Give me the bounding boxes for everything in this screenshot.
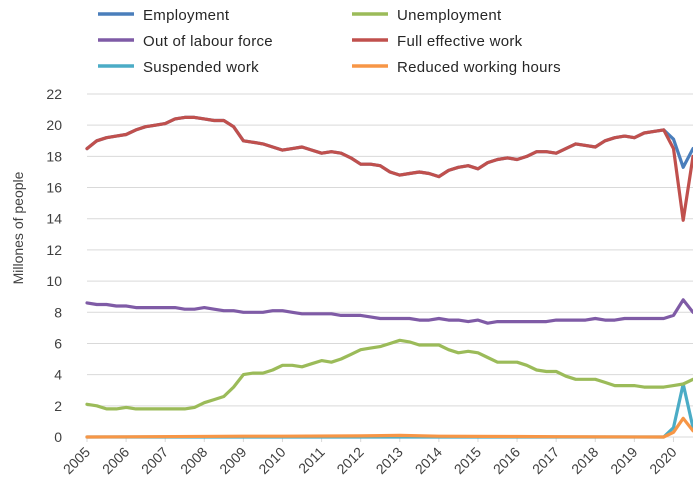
legend: Employment Unemployment Out of labour forc… [98,7,561,76]
y-axis-label: Millones of people [10,171,26,284]
y-tick-label: 16 [46,180,62,196]
x-tick-label: 2009 [216,444,249,477]
x-tick-label: 2008 [177,444,210,477]
y-tick-label: 12 [46,242,62,258]
legend-label: Unemployment [397,7,502,24]
y-tick-label: 14 [46,211,62,227]
y-tick-label: 0 [54,429,62,445]
y-tick-label: 4 [54,367,62,383]
series-line-4 [85,338,693,411]
x-tick-label: 2005 [60,444,93,477]
series-line-5 [85,115,693,222]
x-tick-label: 2011 [295,444,328,477]
y-tick-label: 10 [46,273,62,289]
x-tick-label: 2018 [568,444,601,477]
legend-label: Full effective work [397,33,523,50]
x-axis-ticks: 2005 2006 2007 2008 2009 2010 2011 2012 2013 2014… [60,437,680,477]
x-tick-label: 2013 [373,444,406,477]
series-line-2 [85,298,693,325]
x-tick-label: 2015 [451,444,484,477]
x-tick-label: 2017 [529,444,562,477]
y-axis-ticks: 0 2 4 6 8 10 12 14 16 18 20 22 [46,86,62,445]
legend-label: Suspended work [143,59,259,76]
x-tick-label: 2012 [333,444,366,477]
x-tick-label: 2016 [490,444,523,477]
legend-label: Reduced working hours [397,59,561,76]
y-tick-label: 6 [54,335,62,351]
series-line-6 [85,416,693,439]
x-tick-label: 2014 [412,444,445,477]
y-tick-label: 20 [46,117,62,133]
x-tick-label: 2006 [99,444,132,477]
series-lines [85,115,693,439]
y-tick-label: 2 [54,398,62,414]
x-tick-label: 2019 [607,444,640,477]
x-tick-label: 2020 [646,444,679,477]
legend-label: Out of labour force [143,33,273,50]
gridlines [87,93,693,438]
y-tick-label: 22 [46,86,62,102]
x-tick-label: 2007 [138,444,171,477]
legend-label: Employment [143,7,230,24]
y-tick-label: 8 [54,304,62,320]
x-tick-label: 2010 [255,444,288,477]
series-line-1 [85,115,693,179]
y-tick-label: 18 [46,148,62,164]
